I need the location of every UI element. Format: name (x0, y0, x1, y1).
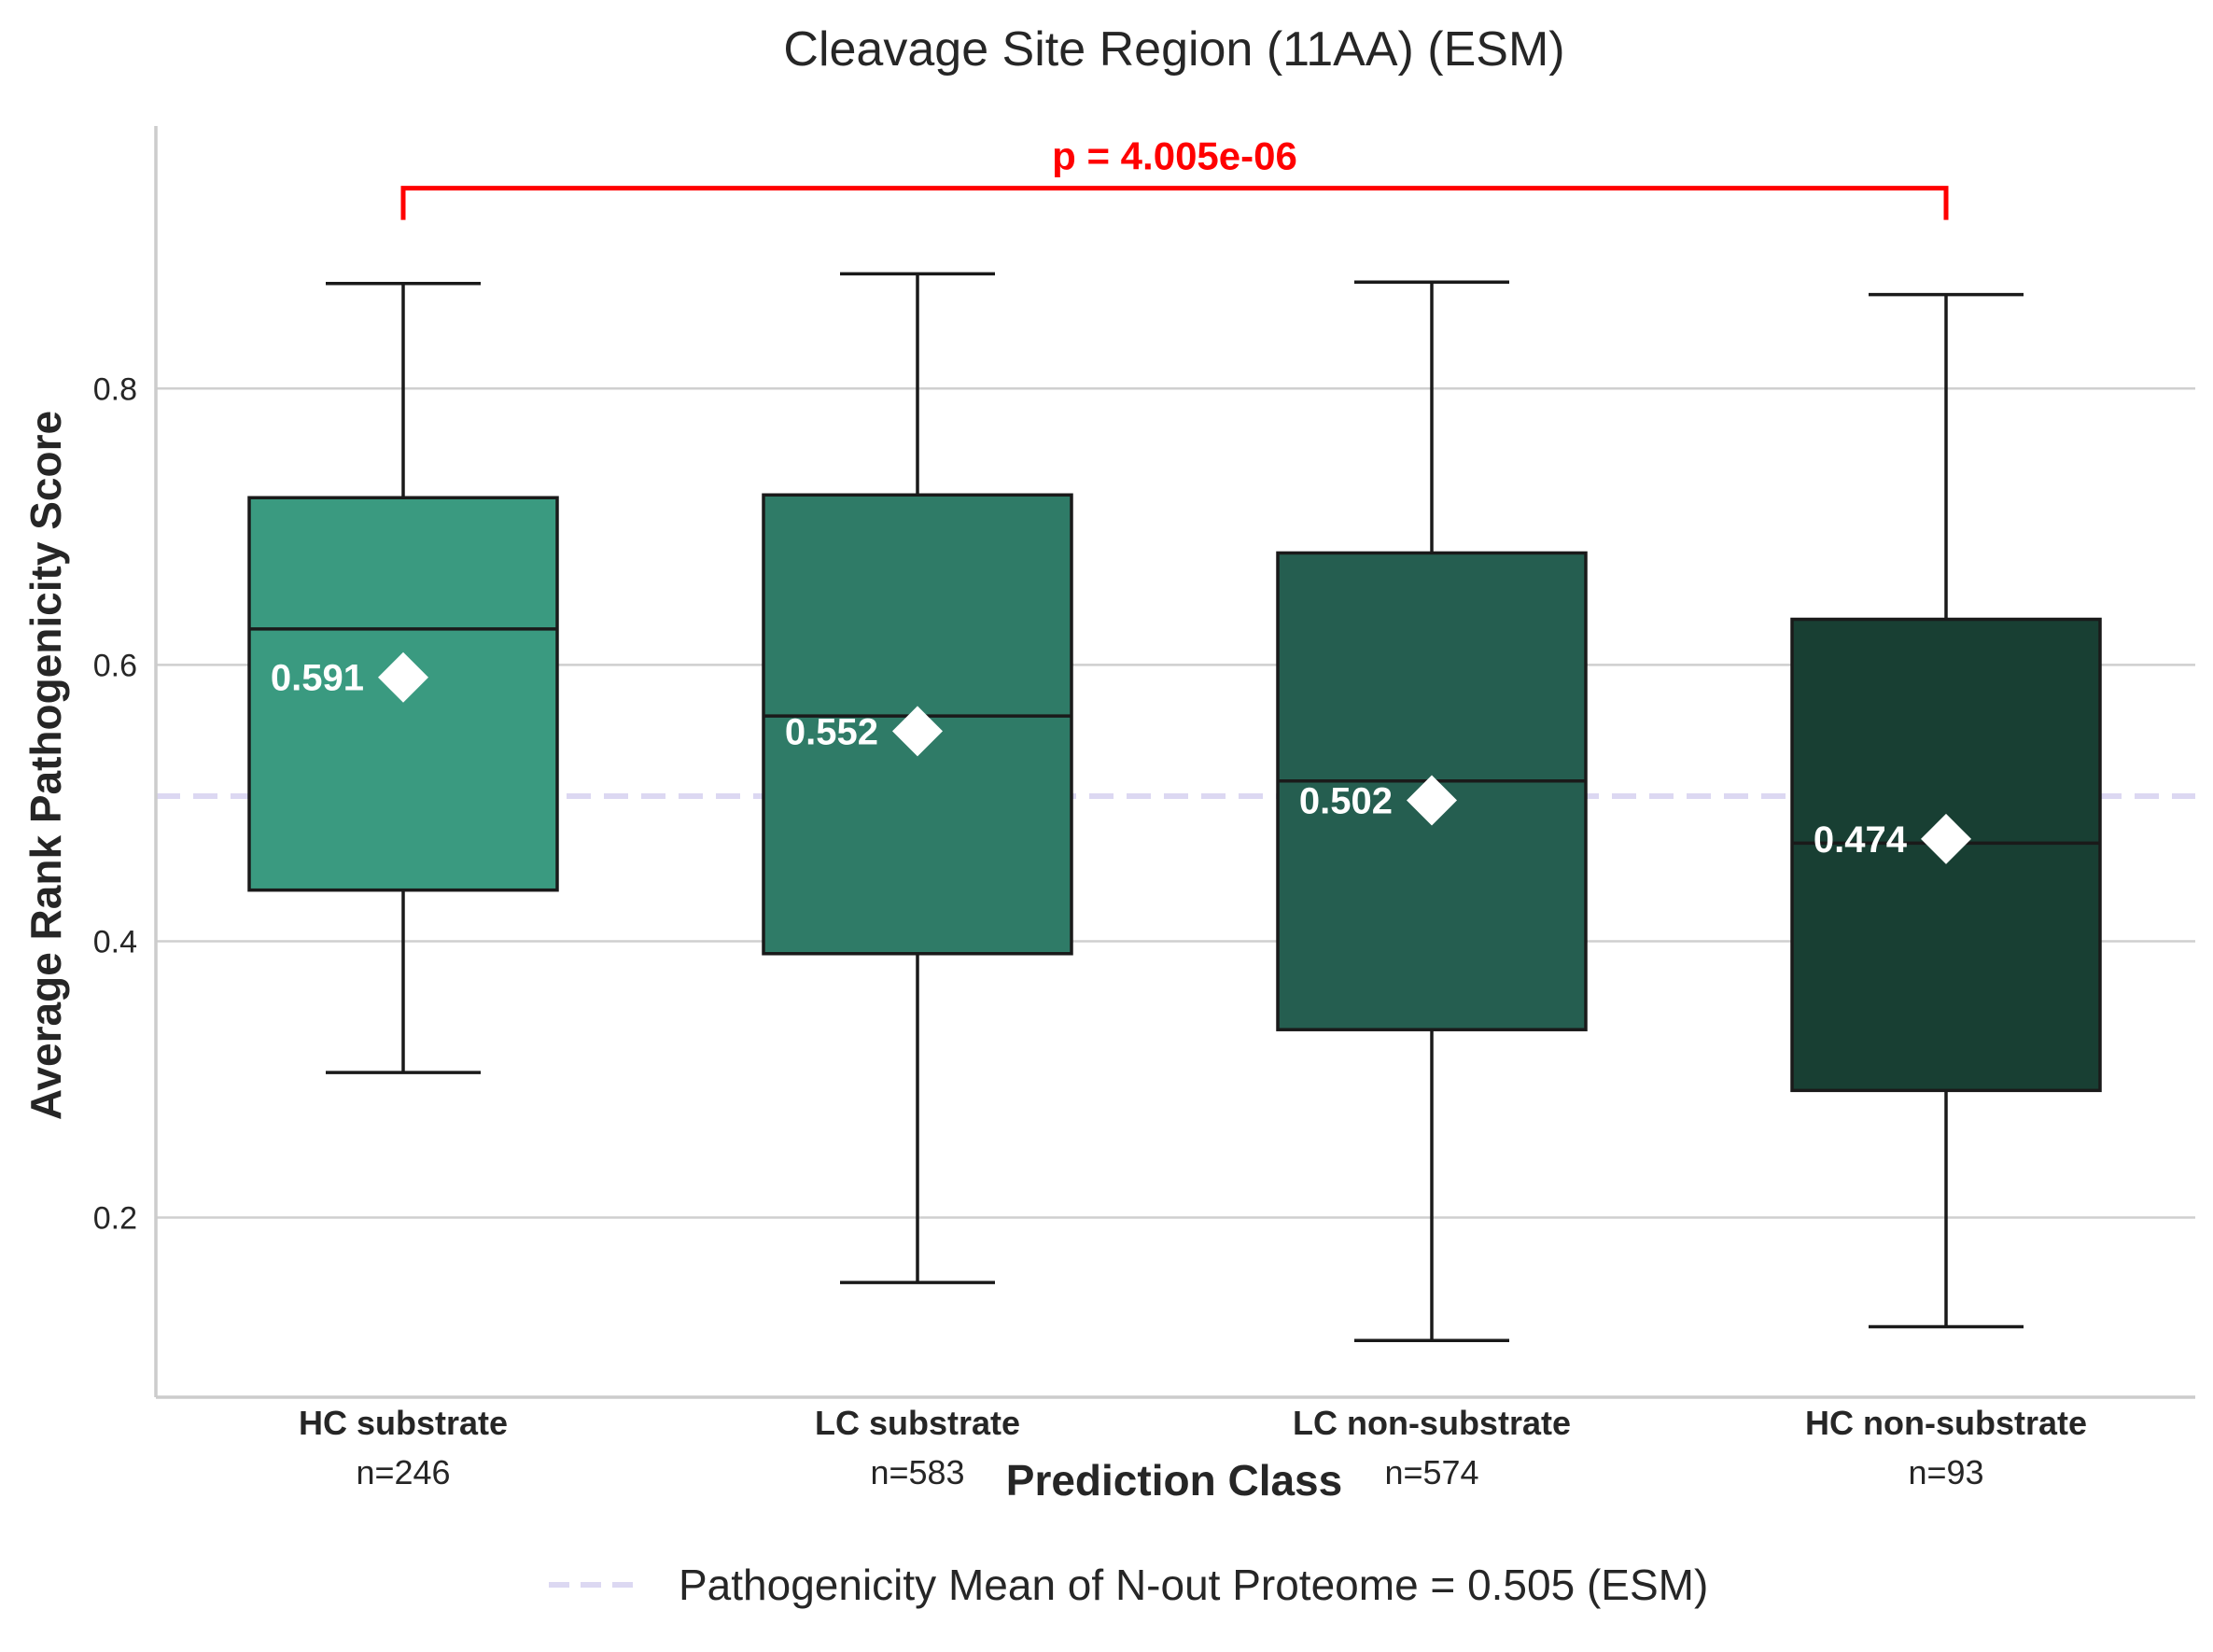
mean-marker (1921, 813, 1971, 864)
mean-marker (378, 651, 428, 703)
mean-marker (892, 706, 943, 757)
box-group: 0.502 (1276, 280, 1588, 1343)
x-category-count: n=574 (1384, 1453, 1478, 1491)
mean-value-label: 0.591 (271, 658, 364, 699)
x-axis-title: Prediction Class (1006, 1456, 1342, 1505)
p-value-annotation: p = 4.005e-06 (1052, 134, 1297, 178)
y-tick-label: 0.8 (93, 371, 137, 407)
box-group: 0.474 (1790, 292, 2102, 1329)
box-group: 0.591 (247, 282, 559, 1074)
x-category-count: n=583 (870, 1453, 964, 1491)
axes-layer: 0.2 0.4 0.6 0.8 HC substrate n=246 LC substrat… (93, 126, 2195, 1491)
legend: Pathogenicity Mean of N-out Proteome = 0… (549, 1561, 1708, 1609)
mean-value-label: 0.502 (1299, 780, 1393, 821)
significance-bracket (400, 186, 1949, 220)
x-category-label: LC substrate (815, 1404, 1020, 1442)
boxes-layer: 0.591 0.552 0.502 0.474 (247, 272, 2102, 1343)
labels-layer: Cleavage Site Region (11AA) (ESM) Predic… (21, 22, 1949, 1505)
mean-marker (1407, 775, 1457, 826)
x-category-label: HC substrate (299, 1404, 508, 1442)
y-tick-label: 0.2 (93, 1201, 137, 1237)
x-category-label: LC non-substrate (1293, 1404, 1571, 1442)
x-category-label: HC non-substrate (1805, 1404, 2087, 1442)
x-category-count: n=246 (356, 1453, 450, 1491)
legend-label: Pathogenicity Mean of N-out Proteome = 0… (679, 1561, 1708, 1609)
mean-value-label: 0.552 (785, 711, 878, 752)
chart-title: Cleavage Site Region (11AA) (ESM) (783, 22, 1564, 77)
y-axis-title: Average Rank Pathogenicity Score (21, 411, 70, 1120)
x-category-count: n=93 (1908, 1453, 1983, 1491)
y-tick-label: 0.4 (93, 924, 137, 959)
mean-value-label: 0.474 (1814, 819, 1908, 861)
box-group: 0.552 (762, 272, 1073, 1284)
y-tick-label: 0.6 (93, 648, 137, 683)
box-iqr (247, 496, 559, 892)
